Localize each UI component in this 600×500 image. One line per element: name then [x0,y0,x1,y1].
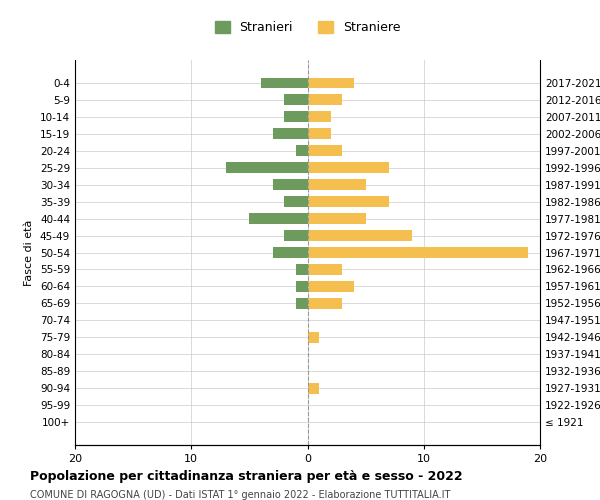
Bar [250,214,308,224]
Legend: Stranieri, Straniere: Stranieri, Straniere [209,16,406,39]
Bar [284,112,308,122]
Bar [296,282,308,292]
Text: Popolazione per cittadinanza straniera per età e sesso - 2022: Popolazione per cittadinanza straniera p… [30,470,463,483]
Bar [308,94,343,104]
Bar [284,196,308,206]
Bar [308,214,365,224]
Bar [284,94,308,104]
Bar [296,298,308,308]
Bar [272,128,308,138]
Bar [308,112,331,122]
Bar [308,298,343,308]
Bar [308,264,343,274]
Y-axis label: Fasce di età: Fasce di età [25,220,34,286]
Bar [308,78,354,88]
Bar [308,248,529,258]
Bar [308,332,319,342]
Bar [272,180,308,190]
Bar [308,180,365,190]
Bar [261,78,308,88]
Bar [226,162,308,172]
Bar [284,230,308,240]
Bar [308,230,412,240]
Bar [308,384,319,394]
Bar [296,264,308,274]
Bar [308,128,331,138]
Bar [296,146,308,156]
Bar [308,282,354,292]
Bar [272,248,308,258]
Bar [308,146,343,156]
Bar [308,196,389,206]
Bar [308,162,389,172]
Text: COMUNE DI RAGOGNA (UD) - Dati ISTAT 1° gennaio 2022 - Elaborazione TUTTITALIA.IT: COMUNE DI RAGOGNA (UD) - Dati ISTAT 1° g… [30,490,451,500]
